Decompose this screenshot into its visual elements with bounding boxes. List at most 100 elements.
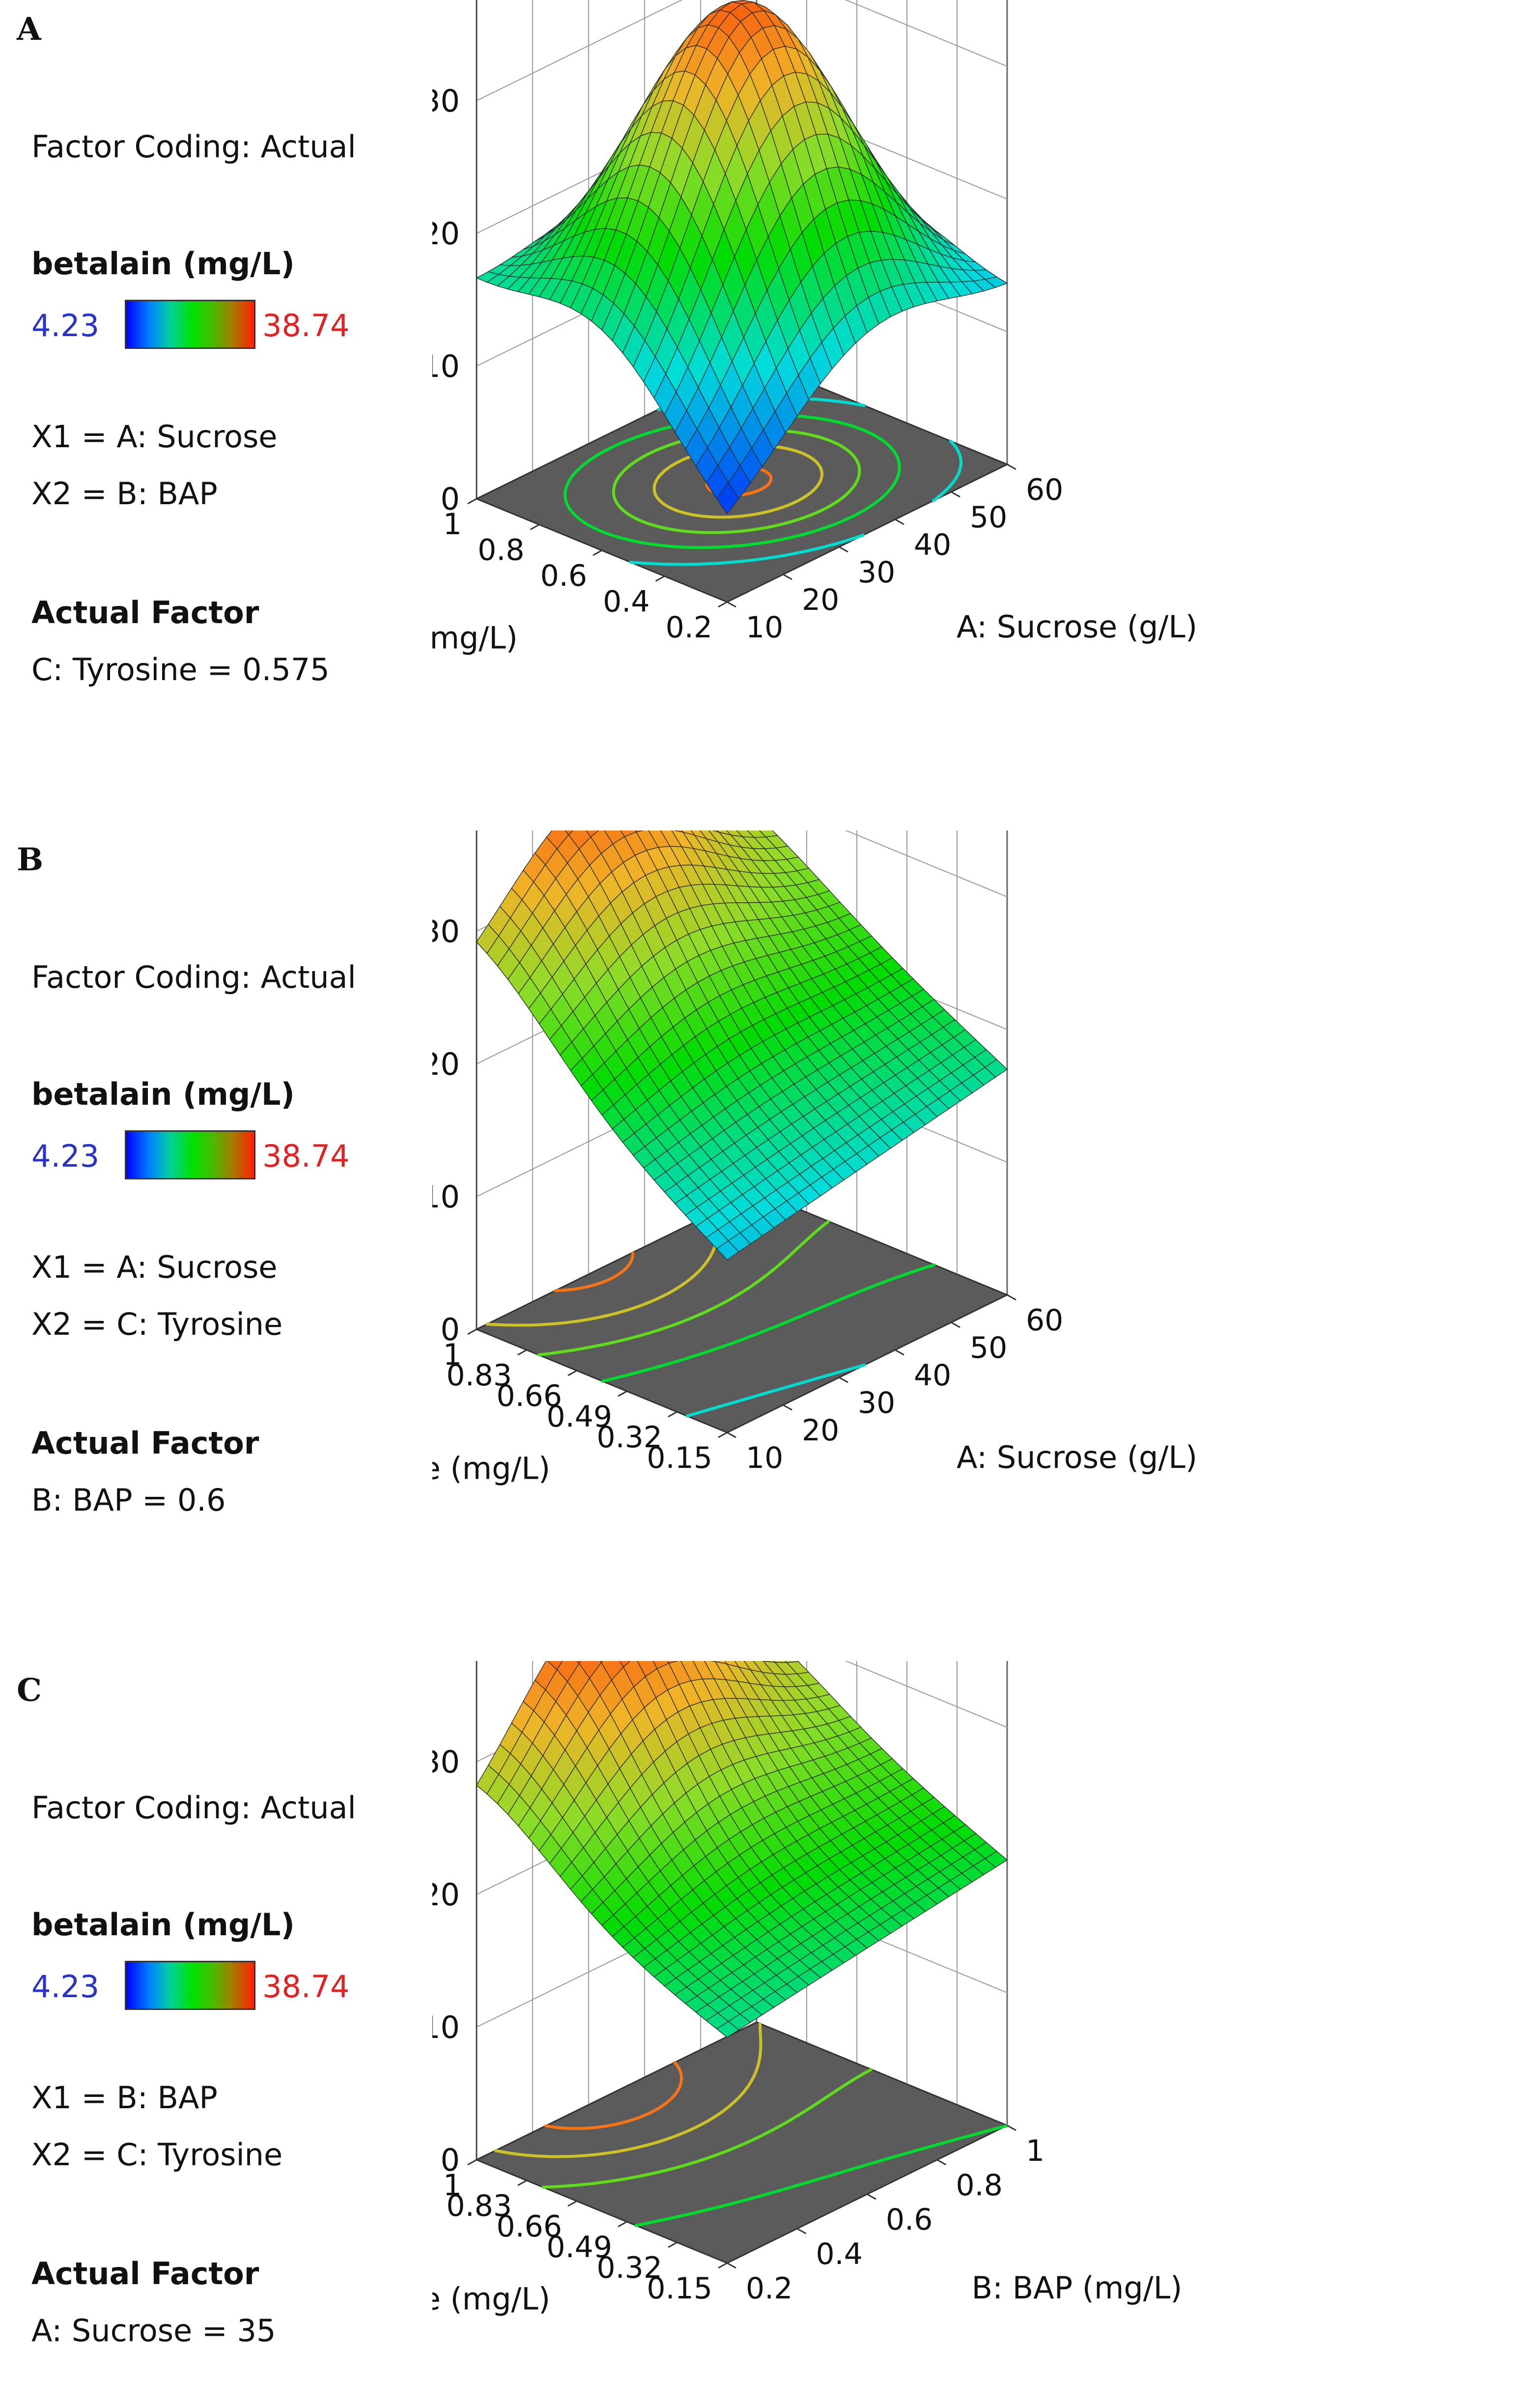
legend-color-bar <box>125 1130 255 1179</box>
contour-segment <box>672 2168 675 2169</box>
y-tick-label: 1 <box>443 507 462 542</box>
y-tick-label: 1 <box>443 1338 462 1372</box>
contour-segment <box>688 1318 691 1319</box>
x-axis-tick <box>783 1405 792 1410</box>
legend-min: 4.23 <box>31 1138 99 1174</box>
contour-segment <box>743 494 748 495</box>
y-axis-tick <box>593 550 602 555</box>
contour-segment <box>527 2155 531 2156</box>
x-axis-tick <box>727 602 736 607</box>
x-tick-label: 40 <box>914 528 951 562</box>
contour-segment <box>571 1321 578 1322</box>
y-axis-tick <box>468 499 477 504</box>
legend-min: 4.23 <box>31 1969 99 2005</box>
y-tick-label: 0.6 <box>540 559 587 593</box>
contour-segment <box>784 2188 787 2189</box>
contour-segment <box>802 2183 806 2184</box>
contour-segment <box>639 2175 645 2176</box>
contour-segment <box>862 535 863 536</box>
x-tick-label: 60 <box>1026 1303 1063 1338</box>
contour-segment <box>759 513 763 514</box>
z-tick-label: 30 <box>432 83 460 119</box>
contour-segment <box>581 1287 586 1288</box>
z-tick-label: 10 <box>432 1179 460 1215</box>
x-tick-label: 10 <box>746 1441 783 1475</box>
contour-segment <box>743 515 751 516</box>
contour-segment <box>951 441 952 442</box>
y-axis-tick <box>568 2201 577 2206</box>
contour-segment <box>670 2217 674 2218</box>
z-tick-label: 20 <box>432 1877 460 1913</box>
contour-segment <box>618 2179 621 2180</box>
x-tick-label: 1 <box>1026 2134 1044 2168</box>
y-axis-tick <box>618 1391 627 1396</box>
x-axis-tick <box>783 574 792 579</box>
contour-segment <box>825 1375 829 1376</box>
contour-segment <box>897 2154 902 2156</box>
contour-segment <box>770 526 774 527</box>
factor-coding: Factor Coding: Actual <box>31 959 356 995</box>
x1-assignment: X1 = A: Sucrose <box>31 419 277 455</box>
y-axis-tick <box>531 525 539 530</box>
factor-coding: Factor Coding: Actual <box>31 129 356 165</box>
z-tick-label: 30 <box>432 1744 460 1780</box>
y-axis-tick <box>468 2160 477 2165</box>
contour-segment <box>683 2214 688 2215</box>
x-tick-label: 20 <box>802 1413 839 1448</box>
contour-segment <box>915 2150 920 2151</box>
x2-assignment: X2 = C: Tyrosine <box>31 2137 282 2173</box>
contour-segment <box>618 1340 624 1341</box>
contour-segment <box>685 513 690 514</box>
x-tick-label: 30 <box>858 1386 895 1420</box>
panel-letter: B <box>17 841 43 878</box>
contour-segment <box>656 2220 660 2221</box>
contour-segment <box>675 530 680 531</box>
contour-segment <box>601 2126 607 2127</box>
contour-segment <box>693 1413 698 1414</box>
contour-segment <box>843 2171 845 2172</box>
x-axis-tick <box>951 492 960 497</box>
contour-segment <box>625 539 630 540</box>
actual-factor-title: Actual Factor <box>31 595 259 631</box>
color-legend: 4.23 38.74 <box>31 295 395 349</box>
contour-segment <box>757 559 761 560</box>
contour-segment <box>591 1346 596 1347</box>
actual-factor-value: C: Tyrosine = 0.575 <box>31 652 330 688</box>
contour-segment <box>789 1386 791 1387</box>
z-tick-label: 10 <box>432 2009 460 2045</box>
contour-segment <box>703 516 708 517</box>
contour-segment <box>605 1343 609 1344</box>
contour-segment <box>580 2155 585 2156</box>
x-axis-tick <box>727 2263 736 2268</box>
legend-color-bar <box>125 300 255 349</box>
contour-segment <box>661 545 665 546</box>
y-axis-tick <box>468 1329 477 1334</box>
x-tick-label: 40 <box>914 1358 951 1393</box>
contour-segment <box>895 1277 897 1278</box>
contour-segment <box>818 528 823 530</box>
y-tick-label: 0.4 <box>603 585 649 619</box>
contour-segment <box>646 433 649 434</box>
legend-min: 4.23 <box>31 308 99 344</box>
contour-segment <box>554 1352 561 1353</box>
x-tick-label: 10 <box>746 610 783 645</box>
contour-segment <box>808 550 809 551</box>
y-axis-tick <box>718 1433 727 1437</box>
contour-segment <box>628 1374 631 1375</box>
contour-segment <box>547 1353 550 1354</box>
y-axis-label: C: Tyrosine (mg/L) <box>432 2281 550 2317</box>
contour-segment <box>811 417 817 418</box>
y-axis-tick <box>518 2180 527 2185</box>
x-tick-label: 30 <box>858 555 895 590</box>
contour-segment <box>820 547 823 548</box>
contour-segment <box>724 562 731 563</box>
actual-factor-value: A: Sucrose = 35 <box>31 2313 276 2349</box>
color-legend: 4.23 38.74 <box>31 1125 395 1179</box>
legend-max: 38.74 <box>262 308 350 344</box>
contour-segment <box>675 546 678 547</box>
x2-assignment: X2 = C: Tyrosine <box>31 1306 282 1342</box>
x1-assignment: X1 = B: BAP <box>31 2080 218 2116</box>
actual-factor-title: Actual Factor <box>31 2256 259 2292</box>
contour-segment <box>564 1322 567 1323</box>
